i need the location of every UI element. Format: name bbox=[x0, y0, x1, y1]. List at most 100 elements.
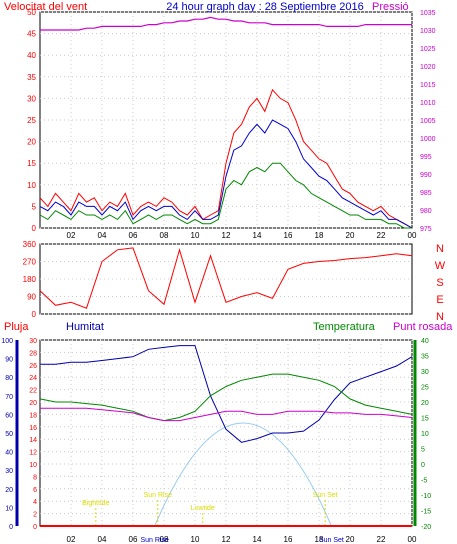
rain-label: Pluja bbox=[4, 321, 29, 333]
pressure-y-tick: 980 bbox=[420, 208, 432, 215]
pressure-y-tick: 1030 bbox=[420, 28, 436, 35]
sun-path-arc bbox=[154, 422, 332, 527]
rain-y-tick: 0 bbox=[33, 524, 37, 531]
wind-y-tick: 20 bbox=[27, 138, 36, 147]
climate-x-tick: 16 bbox=[284, 535, 293, 544]
astro-event-label: Sun Set bbox=[313, 492, 338, 499]
compass-label: N bbox=[436, 311, 444, 323]
wind-x-tick: 16 bbox=[284, 231, 293, 240]
wind-y-tick: 50 bbox=[27, 8, 36, 17]
humidity-y-tick: 80 bbox=[5, 375, 13, 382]
temperature-y-tick: 5 bbox=[421, 447, 425, 454]
wind-x-tick: 20 bbox=[346, 231, 355, 240]
wind-series-line-1 bbox=[39, 119, 413, 229]
wind-series-line-2 bbox=[39, 162, 412, 229]
climate-x-tick: 04 bbox=[98, 535, 107, 544]
humidity-y-tick: 20 bbox=[5, 487, 13, 494]
humidity-y-tick: 40 bbox=[5, 450, 13, 457]
astro-event-label: Bighttide bbox=[82, 500, 109, 507]
wind-x-tick: 00 bbox=[408, 231, 417, 240]
pressure-y-tick: 1000 bbox=[420, 136, 436, 143]
humidity-label: Humitat bbox=[66, 321, 104, 333]
temperature-y-tick: -15 bbox=[421, 509, 431, 516]
compass-label: E bbox=[436, 294, 443, 306]
pressure-y-tick: 1025 bbox=[420, 46, 436, 53]
wind-y-tick: 0 bbox=[32, 224, 37, 233]
temperature-y-tick: 25 bbox=[421, 385, 429, 392]
pressure-y-tick: 1035 bbox=[420, 10, 436, 17]
sun-time-label: Sun Set bbox=[319, 537, 344, 544]
wind-y-tick: 30 bbox=[27, 94, 36, 103]
wind-x-tick: 02 bbox=[67, 231, 76, 240]
temperature-y-tick: 0 bbox=[421, 462, 425, 469]
wind-x-tick: 22 bbox=[377, 231, 386, 240]
temperature-y-tick: 30 bbox=[421, 369, 429, 376]
climate-series-line-humidity bbox=[40, 345, 413, 443]
temperature-y-tick: -10 bbox=[421, 493, 431, 500]
direction-y-tick: 180 bbox=[23, 275, 37, 284]
pressure-label: Pressió bbox=[372, 1, 409, 13]
rain-y-tick: 6 bbox=[33, 487, 37, 494]
wind-y-tick: 25 bbox=[27, 116, 36, 125]
pressure-y-tick: 1015 bbox=[420, 82, 436, 89]
compass-label: W bbox=[435, 260, 446, 272]
pressure-y-tick: 1010 bbox=[420, 100, 436, 107]
pressure-y-tick: 1020 bbox=[420, 64, 436, 71]
humidity-y-tick: 50 bbox=[5, 431, 13, 438]
wind-series-line-0 bbox=[39, 88, 413, 229]
climate-x-tick: 18 bbox=[315, 535, 324, 544]
climate-x-tick: 08 bbox=[160, 535, 169, 544]
wind-x-tick: 06 bbox=[129, 231, 138, 240]
astro-event-label: Sun Rise bbox=[144, 492, 173, 499]
temperature-y-tick: -20 bbox=[421, 524, 431, 531]
rain-y-tick: 26 bbox=[29, 363, 37, 370]
wind-x-tick: 18 bbox=[315, 231, 324, 240]
rain-y-tick: 2 bbox=[33, 512, 37, 519]
temperature-y-tick: -5 bbox=[421, 478, 427, 485]
wind-y-tick: 40 bbox=[27, 51, 36, 60]
climate-x-tick: 02 bbox=[67, 535, 76, 544]
rain-y-tick: 20 bbox=[29, 400, 37, 407]
temperature-y-tick: 15 bbox=[421, 416, 429, 423]
rain-y-tick: 24 bbox=[29, 375, 37, 382]
climate-series-line-dew bbox=[40, 407, 413, 422]
climate-x-tick: 10 bbox=[191, 535, 200, 544]
direction-y-tick: 90 bbox=[27, 293, 36, 302]
direction-series-line bbox=[39, 247, 413, 309]
humidity-y-tick: 10 bbox=[5, 505, 13, 512]
direction-y-tick: 270 bbox=[23, 258, 37, 267]
rain-y-tick: 28 bbox=[29, 350, 37, 357]
temperature-y-tick: 20 bbox=[421, 400, 429, 407]
pressure-y-tick: 975 bbox=[420, 226, 432, 233]
wind-x-tick: 10 bbox=[191, 231, 200, 240]
pressure-y-tick: 985 bbox=[420, 190, 432, 197]
compass-label: S bbox=[436, 277, 443, 289]
rain-y-tick: 8 bbox=[33, 474, 37, 481]
pressure-y-tick: 995 bbox=[420, 154, 432, 161]
pressure-y-tick: 1005 bbox=[420, 118, 436, 125]
humidity-y-tick: 70 bbox=[5, 394, 13, 401]
sun-time-label: Sun Rise bbox=[140, 537, 169, 544]
graph-title: 24 hour graph day : 28 Septiembre 2016 bbox=[166, 1, 364, 13]
rain-y-tick: 30 bbox=[29, 338, 37, 345]
wind-x-tick: 14 bbox=[253, 231, 262, 240]
direction-y-tick: 0 bbox=[32, 310, 37, 319]
climate-x-tick: 14 bbox=[253, 535, 262, 544]
wind-x-tick: 12 bbox=[222, 231, 231, 240]
rain-y-tick: 22 bbox=[29, 388, 37, 395]
wind-x-tick: 04 bbox=[98, 231, 107, 240]
climate-x-tick: 06 bbox=[129, 535, 138, 544]
rain-y-tick: 10 bbox=[29, 462, 37, 469]
pressure-y-tick: 990 bbox=[420, 172, 432, 179]
wind-x-tick: 08 bbox=[160, 231, 169, 240]
wind-speed-label: Velocitat del vent bbox=[4, 1, 87, 13]
wind-y-tick: 5 bbox=[32, 202, 37, 211]
humidity-y-tick: 0 bbox=[9, 524, 13, 531]
wind-y-tick: 10 bbox=[27, 181, 36, 190]
humidity-y-tick: 90 bbox=[5, 357, 13, 364]
climate-x-tick: 00 bbox=[408, 535, 417, 544]
direction-y-tick: 360 bbox=[23, 240, 37, 249]
wind-series-line-3 bbox=[40, 16, 412, 31]
